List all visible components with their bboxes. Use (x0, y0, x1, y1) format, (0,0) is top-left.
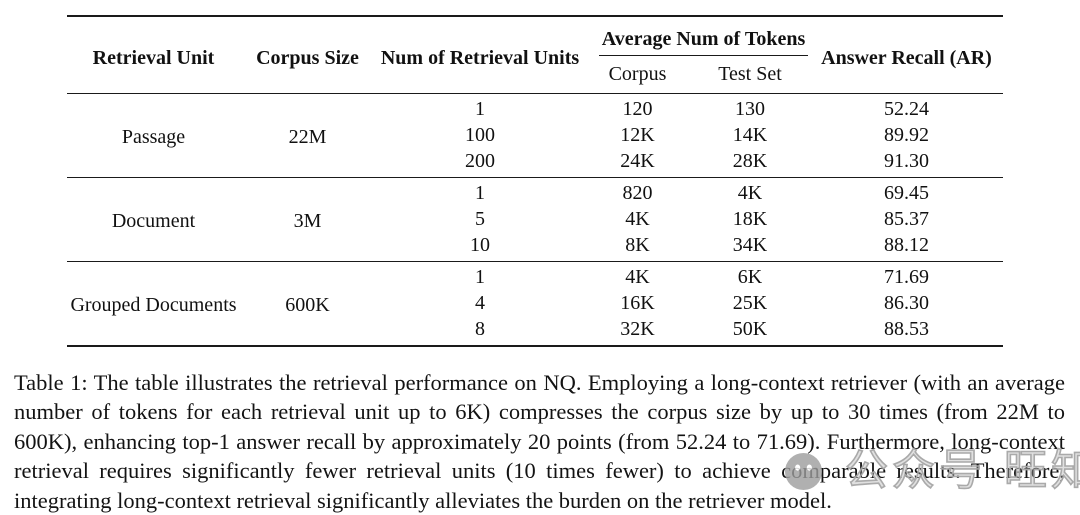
answer-recall-cell: 88.12 (884, 233, 929, 256)
num-units-cell: 10 (470, 233, 490, 256)
subcol-header-corpus: Corpus (608, 63, 667, 85)
num-units-cell: 1 (475, 98, 485, 121)
table-row: 200 24K 28K 91.30 (67, 150, 1003, 178)
col-header-answer-recall: Answer Recall (AR) (821, 46, 992, 69)
corpus-tokens-cell: 8K (625, 233, 650, 256)
test-set-tokens-cell: 50K (732, 317, 768, 340)
corpus-size-cell: 3M (293, 210, 322, 232)
col-header-retrieval-unit: Retrieval Unit (92, 46, 215, 69)
test-set-tokens-cell: 4K (737, 182, 763, 205)
answer-recall-cell: 52.24 (884, 98, 929, 121)
table-row: Passage 22M 1 120 130 52.24 (67, 94, 1003, 148)
group-passage: Passage 22M 1 120 130 52.24 100 12K 14K … (67, 94, 1003, 178)
answer-recall-cell: 91.30 (884, 149, 929, 172)
unit-name-cell: Passage (121, 126, 186, 148)
table-row: 100 12K 14K 89.92 (67, 122, 1003, 150)
unit-name-cell: Grouped Documents (70, 293, 237, 316)
test-set-tokens-cell: 6K (737, 266, 763, 289)
test-set-tokens-cell: 28K (732, 149, 768, 172)
num-units-cell: 1 (475, 182, 485, 205)
table-caption: Table 1: The table illustrates the retri… (14, 370, 1065, 513)
unit-name-cell: Document (111, 210, 196, 232)
corpus-size-cell: 22M (288, 126, 327, 148)
test-set-tokens-cell: 25K (732, 292, 768, 314)
answer-recall-cell: 85.37 (884, 208, 929, 230)
table-row: Document 3M 1 820 4K 69.45 (67, 178, 1003, 232)
corpus-tokens-cell: 24K (620, 149, 655, 172)
corpus-tokens-cell: 16K (620, 292, 655, 314)
corpus-tokens-cell: 12K (620, 124, 655, 146)
corpus-tokens-cell: 4K (625, 266, 650, 289)
table-row: 4 16K 25K 86.30 (67, 290, 1003, 318)
table-row: 5 4K 18K 85.37 (67, 206, 1003, 234)
corpus-tokens-cell: 32K (620, 317, 655, 340)
table-row: 8 32K 50K 88.53 (67, 318, 1003, 346)
subcol-header-test-set: Test Set (718, 63, 782, 85)
avg-num-tokens-label: Average Num of Tokens (599, 28, 808, 56)
num-units-cell: 5 (475, 208, 485, 230)
retrieval-performance-table: Retrieval Unit Corpus Size Num of Retrie… (67, 15, 1003, 347)
num-units-cell: 100 (465, 124, 495, 146)
table-row: Grouped Documents 600K 1 4K 6K 71.69 (67, 262, 1003, 316)
answer-recall-cell: 69.45 (884, 182, 929, 205)
num-units-cell: 4 (475, 292, 485, 314)
corpus-tokens-cell: 120 (622, 98, 653, 121)
col-header-avg-num-tokens: Average Num of Tokens (585, 16, 810, 61)
test-set-tokens-cell: 34K (732, 233, 768, 256)
table-header: Retrieval Unit Corpus Size Num of Retrie… (67, 16, 1003, 94)
test-set-tokens-cell: 14K (732, 124, 768, 146)
col-header-corpus-size: Corpus Size (256, 46, 359, 69)
corpus-tokens-cell: 820 (622, 182, 653, 205)
num-units-cell: 1 (475, 266, 485, 289)
num-units-cell: 200 (465, 149, 495, 172)
num-units-cell: 8 (475, 317, 485, 340)
answer-recall-cell: 71.69 (884, 266, 929, 289)
answer-recall-cell: 86.30 (884, 292, 929, 314)
answer-recall-cell: 89.92 (884, 124, 929, 146)
test-set-tokens-cell: 130 (735, 98, 765, 121)
corpus-tokens-cell: 4K (625, 208, 650, 230)
table-row: 10 8K 34K 88.12 (67, 234, 1003, 262)
corpus-size-cell: 600K (285, 293, 330, 316)
group-grouped-documents: Grouped Documents 600K 1 4K 6K 71.69 4 1… (67, 261, 1003, 346)
answer-recall-cell: 88.53 (884, 317, 929, 340)
col-header-num-retrieval-units: Num of Retrieval Units (380, 46, 580, 69)
test-set-tokens-cell: 18K (732, 208, 768, 230)
group-document: Document 3M 1 820 4K 69.45 5 4K 18K 85.3… (67, 177, 1003, 262)
